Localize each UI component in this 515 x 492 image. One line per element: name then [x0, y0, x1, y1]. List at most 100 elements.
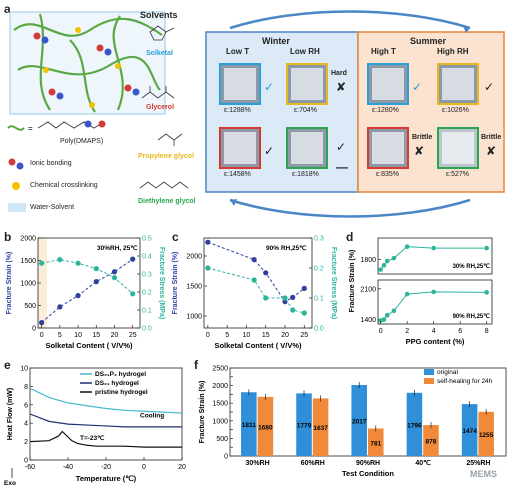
subplot-0-frame	[377, 237, 493, 275]
series-0-point	[251, 257, 257, 263]
y-tick-label: 4	[24, 421, 28, 428]
series-1-point	[263, 295, 269, 301]
x-axis-label: Temperature (℃)	[76, 474, 137, 483]
y-axis-label: Fracture Strain (%)	[6, 252, 13, 315]
series-1-point	[205, 265, 211, 271]
y2-tick-label: 0.4	[142, 254, 152, 261]
series-0-line	[41, 258, 133, 323]
subplot-0-point	[484, 245, 489, 251]
ionic-bonding-sites	[33, 32, 140, 100]
legend-0-label: DS₂₁P₂ hydrogel	[95, 371, 146, 378]
winter-dash: —	[336, 160, 348, 174]
x-tick-label: 4	[432, 328, 436, 335]
bar-0-4	[461, 404, 478, 456]
x-tick-label: 60%RH	[301, 460, 325, 467]
y2-tick-label: 0.5	[142, 236, 152, 243]
y2-tick-label: 0.0	[142, 326, 152, 333]
bar-1-2	[368, 428, 384, 456]
subplot-1-point	[391, 308, 397, 314]
subplot-1-point	[381, 317, 387, 322]
polymer-structure: =	[7, 120, 106, 133]
legend-chemical-crosslinking: Chemical crosslinking	[30, 182, 98, 189]
y-tick-label: 1000	[20, 281, 36, 288]
x-tick-label: 0	[142, 464, 146, 471]
winter-panel	[205, 31, 359, 193]
summer-title: Summer	[410, 36, 447, 46]
bar-label-0-0: 1811	[242, 422, 256, 429]
x-tick-label: 15	[262, 332, 270, 339]
sample-tiles	[219, 63, 479, 169]
subplot-0-point	[381, 263, 387, 268]
shade-band	[38, 238, 48, 328]
summer-strain-1: ε:1280%	[372, 107, 399, 114]
bar-label-1-3: 878	[426, 439, 437, 446]
summer-col-high-t: High T	[371, 47, 396, 56]
subplot-1-frame	[377, 279, 493, 325]
series-0-point	[93, 279, 99, 285]
subplot-1-point	[484, 290, 489, 295]
summer-mark-3: ✘	[414, 144, 425, 158]
winter-strain-3: ε:1458%	[224, 171, 251, 178]
x-tick-label: 0	[206, 332, 210, 339]
y-tick-label: 8	[24, 384, 28, 391]
y2-tick-label: 0.3	[314, 236, 324, 243]
subplot-0-annotation: 30% RH,25℃	[453, 263, 491, 270]
y-tick-label: 500	[216, 436, 228, 443]
legend-1-label: self-healing for 24h	[437, 378, 493, 385]
y-tick-label: 2000	[212, 383, 228, 390]
svg-text:=: =	[28, 124, 33, 133]
watermark: MEMS	[470, 469, 497, 479]
bar-label-0-1: 1779	[297, 423, 312, 430]
chart-f: 0 500 1000 1500 2000 2500 30%RH 1811 1680 60%RH 17…	[199, 366, 507, 478]
plot-frame	[203, 237, 313, 329]
series-2-line	[29, 430, 182, 448]
y-axis-label: Fracture Strain (%)	[349, 250, 356, 313]
x-tick-label: 30%RH	[246, 460, 270, 467]
x-tick-label: 25	[129, 332, 137, 339]
x-tick-label: 25	[300, 332, 308, 339]
x-tick-label: -20	[101, 464, 111, 471]
series-0-point	[57, 304, 63, 310]
y-axis-label: Heat Flow (mW)	[7, 388, 14, 441]
chart-e: -60 -40 -20 0 20 0 2 4 6 8 10 Temperature (℃) Heat F…	[4, 366, 186, 488]
winter-mark-4: ✓	[336, 140, 347, 154]
subplot-0-point	[431, 245, 436, 251]
summer-mark-4: ✘	[486, 144, 497, 158]
series-1-point	[57, 257, 63, 263]
crosslink-sites	[43, 27, 121, 108]
series-1-point	[75, 260, 81, 266]
bar-label-1-2: 781	[370, 440, 381, 447]
y-tick-label: 10	[20, 366, 28, 373]
winter-title: Winter	[262, 36, 290, 46]
bar-1-4	[478, 411, 494, 456]
x-tick-label: 20	[111, 332, 119, 339]
series-0-point	[205, 239, 211, 245]
winter-mark-2: ✘	[336, 80, 347, 94]
x-axis-label: Solketal Content ( V/V%)	[45, 341, 133, 350]
bar-1-0	[257, 396, 274, 456]
series-1-point	[290, 307, 296, 313]
y2-axis-label: Fracture Stress (MPa)	[330, 247, 337, 319]
x-tick-label: 20	[178, 464, 186, 471]
winter-col-low-t: Low T	[226, 47, 250, 56]
legend-1-label: DS₂₁ hydrogel	[95, 380, 139, 387]
series-0-point	[75, 293, 81, 299]
panel-label-a: a	[4, 2, 11, 16]
bar-label-0-3: 1796	[407, 422, 422, 429]
x-tick-label: 25%RH	[466, 460, 490, 467]
solvents-title: Solvents	[140, 10, 178, 20]
y2-tick-label: 0.2	[314, 266, 324, 273]
y2-tick-label: 0.3	[142, 272, 152, 279]
chart-b: 0 5 10 15 20 25 0 500 1000 1500 2000 0.0 0.1 0.2 0.3 0.…	[6, 236, 165, 351]
panel-label-e: e	[4, 358, 11, 372]
water-solvent-icon	[8, 203, 26, 212]
x-tick-label: 20	[281, 332, 289, 339]
summer-col-high-rh: High RH	[437, 47, 469, 56]
series-1-point	[111, 275, 118, 281]
legend-2-label: pristine hydrogel	[95, 389, 148, 396]
y2-tick-label: 0.0	[314, 326, 324, 333]
bar-label-0-4: 1474	[462, 428, 477, 435]
legend-ionic-bonding: Ionic bonding	[30, 160, 72, 167]
x-tick-label: 90%RH	[356, 460, 380, 467]
exo-label: Exo	[4, 480, 16, 487]
